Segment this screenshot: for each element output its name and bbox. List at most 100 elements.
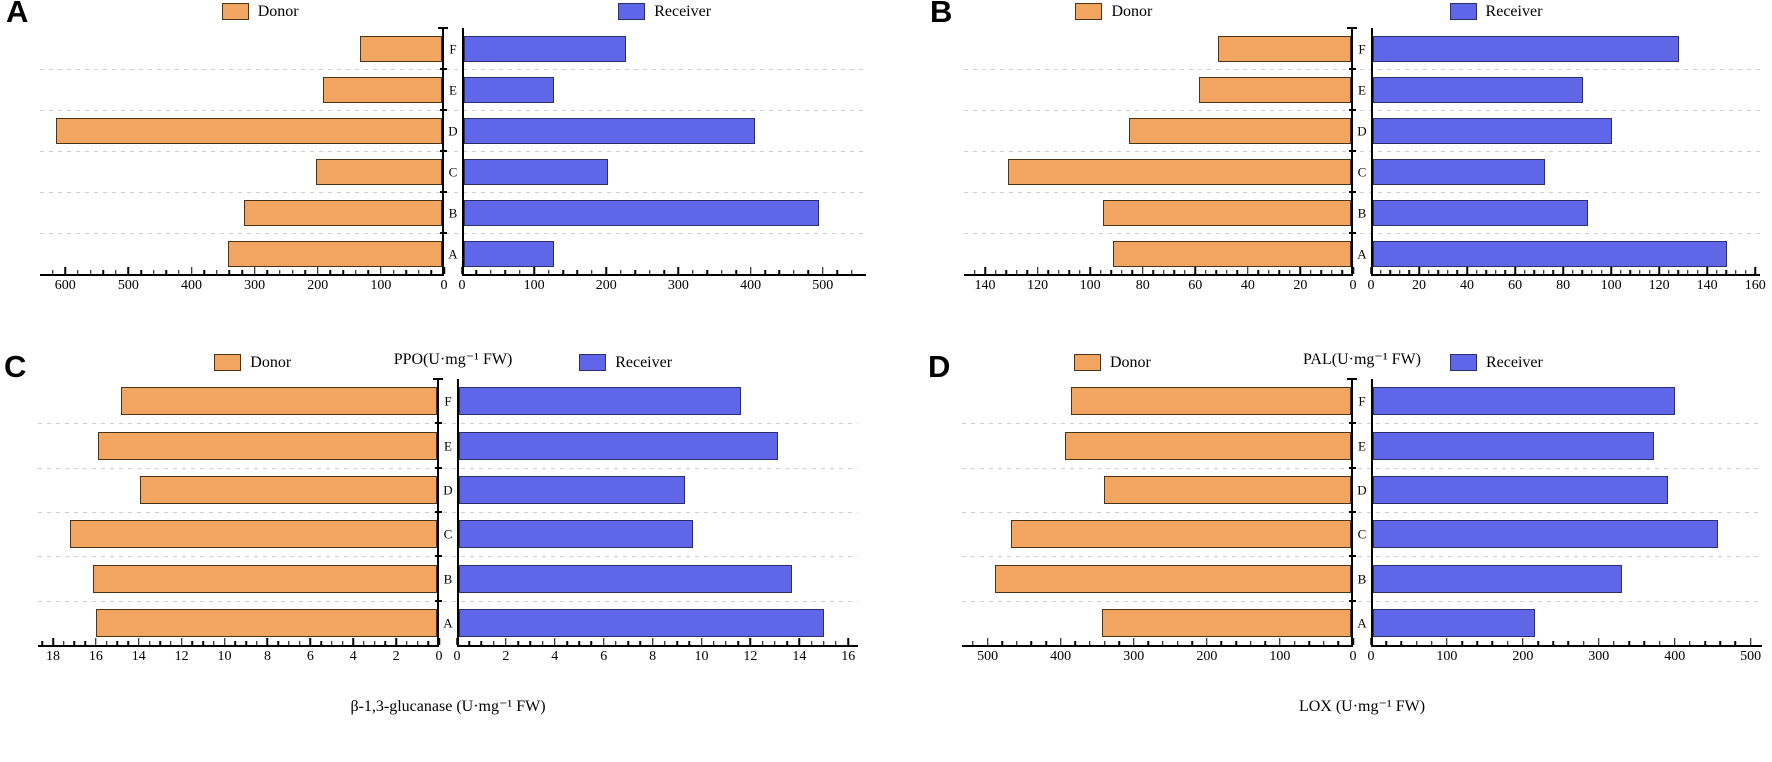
panel-D-receiver-major-tick — [1522, 638, 1524, 645]
panel-C-donor-minor-tick — [105, 641, 108, 645]
panel-D-receiver-minor-tick — [1613, 641, 1615, 645]
panel-B-donor-minor-tick — [1047, 270, 1049, 274]
category-axis-tick — [1349, 108, 1356, 111]
panel-D-receiver-minor-tick — [1689, 641, 1691, 645]
row-separator-gridline — [964, 192, 1760, 193]
panel-B-donor-minor-tick — [1057, 270, 1060, 274]
panel-B-donor-minor-tick — [1078, 270, 1081, 274]
panel-B-plot: F E D C B A — [964, 27, 1760, 274]
panel-D-receiver-minor-tick — [1537, 641, 1539, 645]
panel-C-donor-tick-label: 4 — [349, 649, 357, 664]
panel-B-receiver-bar-E — [1373, 76, 1584, 103]
panel-C-donor-major-tick — [352, 638, 354, 645]
donor-legend-swatch — [1074, 354, 1101, 371]
category-axis-top-cap — [433, 378, 443, 380]
donor-legend-label: Donor — [257, 2, 299, 20]
category-label-C: C — [443, 526, 453, 542]
panel-D-donor-minor-tick — [1293, 641, 1296, 645]
panel-C-receiver-minor-tick — [810, 641, 813, 645]
panel-D-receiver-minor-tick — [1461, 641, 1463, 645]
panel-C-donor-minor-tick — [298, 641, 301, 645]
panel-B-receiver-minor-tick — [1744, 270, 1747, 274]
panel-C-donor-tick-label: 0 — [435, 649, 443, 664]
panel-D-letter: D — [928, 349, 951, 384]
panel-B-donor-tick-label: 0 — [1349, 278, 1357, 293]
panel-D-donor-minor-tick — [1308, 641, 1310, 645]
panel-D-donor-bar-F — [1071, 387, 1351, 416]
panel-B-receiver-bar-B — [1373, 199, 1588, 226]
panel-C-donor-minor-tick — [73, 641, 76, 645]
panel-D-receiver-tick-label: 500 — [1740, 649, 1762, 664]
panel-A-donor-minor-tick — [165, 270, 167, 274]
panel-D-receiver-minor-tick — [1476, 641, 1479, 645]
panel-A-donor-bar-B — [244, 199, 442, 226]
panel-D-donor-bar-B — [994, 564, 1351, 593]
panel-B-receiver-tick-label: 20 — [1412, 278, 1427, 293]
panel-C-receiver-minor-tick — [529, 641, 532, 645]
panel-A-receiver-minor-tick — [663, 270, 665, 274]
panel-A-receiver-minor-tick — [547, 270, 550, 274]
panel-C-donor-bar-C — [70, 520, 437, 549]
panel-C-donor-major-tick — [223, 638, 226, 645]
panel-A-letter: A — [6, 0, 29, 29]
panel-A-receiver-minor-tick — [475, 270, 478, 274]
panel-C-donor-minor-tick — [341, 641, 344, 645]
panel-A-donor-minor-tick — [418, 270, 420, 274]
category-label-D: D — [448, 123, 458, 138]
panel-A-donor-minor-tick — [279, 270, 281, 274]
panel-C-receiver-minor-tick — [712, 641, 715, 645]
panel-C-donor-major-tick — [266, 638, 269, 645]
panel-A-donor-bar-F — [360, 35, 442, 62]
panel-B-donor-minor-tick — [1205, 270, 1207, 274]
category-axis-tick — [1349, 466, 1356, 469]
panel-D-donor-major-tick — [1352, 638, 1354, 645]
panel-A-donor-minor-tick — [367, 270, 369, 274]
panel-B-donor-bar-B — [1102, 199, 1351, 226]
panel-D-receiver-minor-tick — [1506, 641, 1509, 645]
panel-B-donor-minor-tick — [994, 270, 997, 274]
panel-C-donor-minor-tick — [384, 641, 387, 645]
category-axis-tick — [435, 555, 442, 558]
category-axis-tick — [1349, 150, 1356, 152]
panel-B-receiver-minor-tick — [1485, 270, 1487, 274]
panel-B-receiver-minor-tick — [1687, 270, 1689, 274]
panel-A-donor-minor-tick — [216, 270, 218, 274]
row-separator-gridline — [40, 151, 866, 152]
panel-A-donor-minor-tick — [266, 270, 268, 274]
panel-D-donor-minor-tick — [1162, 641, 1164, 645]
panel-C-donor-tick-label: 2 — [392, 649, 400, 664]
panel-B-receiver-minor-tick — [1677, 270, 1680, 274]
panel-C-donor-major-tick — [395, 638, 397, 645]
panel-D-receiver-minor-tick — [1385, 641, 1387, 645]
panel-A-donor-bar-D — [55, 117, 442, 144]
panel-A-donor-minor-tick — [405, 270, 407, 274]
panel-D-receiver-area — [1371, 379, 1762, 645]
panel-A-receiver-minor-tick — [490, 270, 492, 274]
panel-B-legend-donor: Donor — [1075, 3, 1152, 20]
category-axis-top-cap — [1347, 27, 1357, 29]
panel-A-receiver-bar-A — [464, 240, 554, 267]
panel-D-category-axis: F E D C B A — [1347, 378, 1371, 645]
row-separator-gridline — [964, 110, 1760, 111]
panel-B-donor-major-tick — [1299, 267, 1302, 274]
category-label-E: E — [449, 82, 457, 97]
panel-B-receiver-minor-tick — [1408, 270, 1411, 274]
panel-D-donor-tick-label: 0 — [1349, 649, 1357, 664]
panel-B-legend-receiver: Receiver — [1449, 3, 1542, 20]
panel-C-donor-major-tick — [95, 638, 97, 645]
panel-B-donor-tick-label: 120 — [1027, 278, 1049, 293]
panel-C-donor-major-tick — [438, 638, 440, 645]
panel-C-plot: F E D C B A — [38, 378, 858, 645]
panel-A-donor-axis-ruler: 600 500 400 300 200 100 0 — [40, 267, 448, 304]
category-axis-tick — [1349, 190, 1356, 193]
panel-D-donor-minor-tick — [1176, 641, 1179, 645]
category-label-F: F — [1358, 393, 1366, 409]
panel-D-donor-minor-tick — [1103, 641, 1106, 645]
panel-C-donor-bar-F — [121, 387, 437, 416]
panel-C-receiver-minor-tick — [639, 641, 642, 645]
panel-A-receiver-major-tick — [749, 267, 752, 274]
panel-B-letter: B — [930, 0, 953, 29]
category-label-D: D — [443, 482, 453, 498]
panel-A-receiver-bar-E — [464, 76, 554, 103]
category-axis-tick — [435, 599, 442, 602]
